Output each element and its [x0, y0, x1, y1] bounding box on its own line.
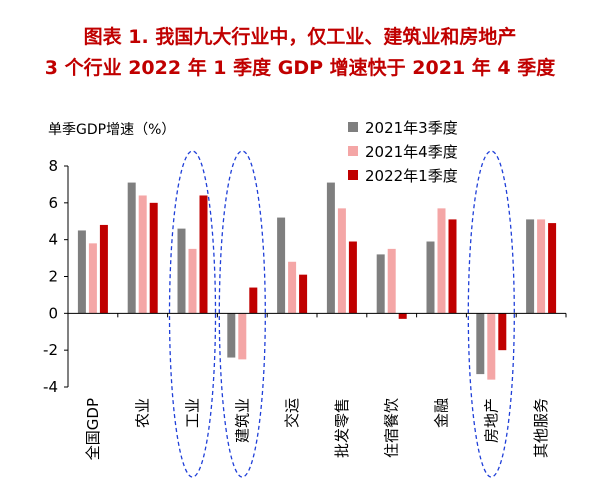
bar	[537, 219, 546, 314]
bar	[127, 182, 136, 314]
x-category-label: 其他服务	[532, 398, 550, 458]
bar	[99, 224, 108, 314]
bar	[227, 313, 236, 358]
y-tick-label: 2	[48, 268, 58, 286]
legend-swatch	[348, 170, 358, 180]
legend-swatch	[348, 122, 358, 132]
bar	[299, 274, 308, 314]
legend-swatch	[348, 146, 358, 156]
bar	[77, 230, 86, 314]
highlight-ellipse	[467, 150, 515, 478]
bar	[326, 182, 335, 314]
y-tick-label: 8	[48, 157, 58, 175]
x-category-label: 住宿餐饮	[383, 398, 401, 458]
x-category-label: 农业	[134, 398, 152, 428]
x-category-label: 房地产	[482, 398, 500, 443]
bar	[337, 208, 346, 314]
bar	[277, 217, 286, 314]
x-category-label: 批发零售	[333, 398, 351, 458]
chart-title-line2: 3 个行业 2022 年 1 季度 GDP 增速快于 2021 年 4 季度	[44, 57, 556, 79]
bar	[548, 223, 557, 314]
y-tick-label: 6	[48, 194, 58, 212]
bar	[88, 243, 97, 314]
legend-label: 2021年3季度	[365, 119, 458, 137]
y-tick-label: -2	[43, 341, 58, 359]
bar	[177, 228, 186, 314]
bar	[348, 241, 357, 314]
bar	[138, 195, 147, 314]
bar	[398, 313, 407, 319]
bar	[476, 313, 485, 375]
bar	[426, 241, 435, 314]
bar	[498, 313, 507, 351]
bar	[437, 208, 446, 314]
bar	[238, 313, 247, 360]
bar	[199, 195, 208, 314]
bar	[376, 254, 385, 314]
bar	[249, 287, 258, 314]
bar	[288, 261, 297, 314]
x-category-label: 交运	[283, 398, 301, 428]
x-category-label: 全国GDP	[84, 398, 102, 460]
legend-label: 2022年1季度	[365, 167, 458, 185]
bar	[188, 248, 197, 314]
bar	[387, 248, 396, 314]
y-axis-label: 单季GDP增速（%）	[48, 122, 175, 138]
highlight-ellipse	[218, 150, 266, 478]
highlight-ellipse	[168, 150, 217, 478]
bar	[149, 202, 158, 314]
y-tick-label: 4	[48, 231, 58, 249]
bar	[448, 219, 457, 314]
bar	[526, 219, 535, 314]
x-category-label: 工业	[184, 398, 202, 428]
bar	[487, 313, 496, 380]
legend-label: 2021年4季度	[365, 143, 458, 161]
y-tick-label: -4	[43, 378, 58, 396]
x-category-label: 建筑业	[233, 398, 251, 443]
chart-title-line1: 图表 1. 我国九大行业中，仅工业、建筑业和房地产	[83, 26, 517, 48]
y-tick-label: 0	[48, 304, 58, 322]
x-category-label: 金融	[433, 398, 451, 428]
